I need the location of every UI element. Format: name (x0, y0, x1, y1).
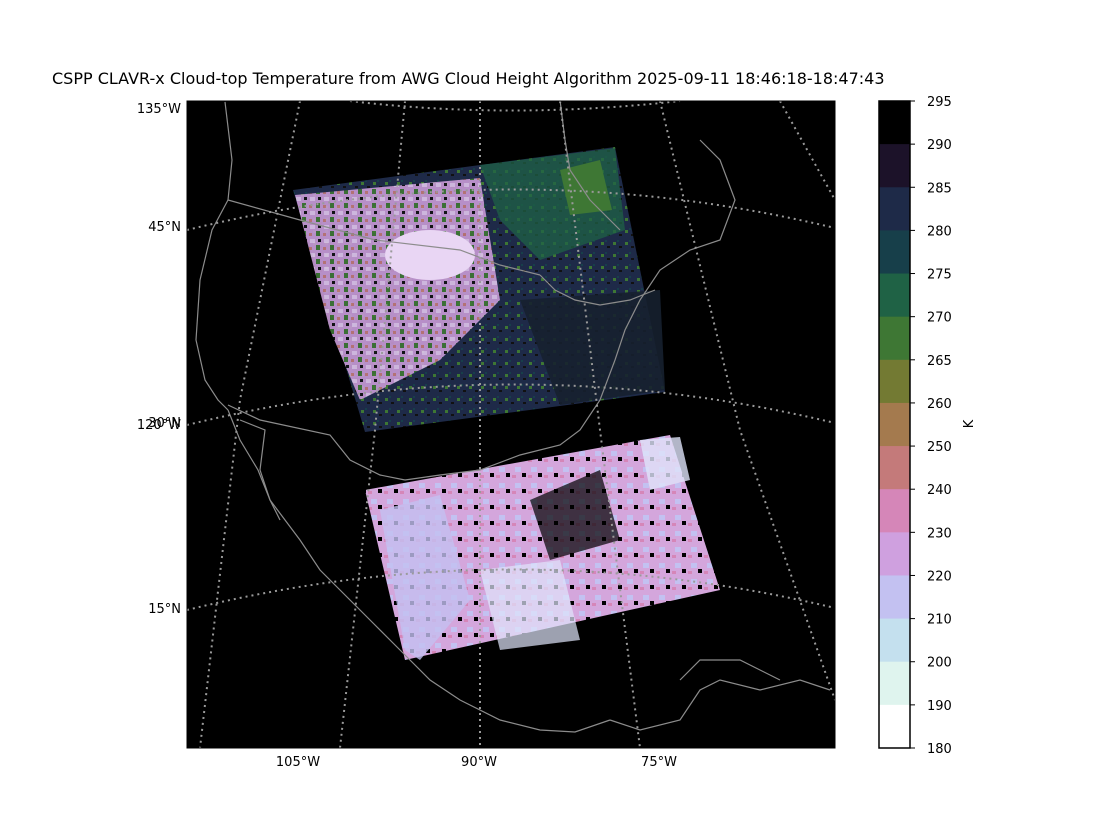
colorbar-tick-label: 260 (927, 397, 952, 412)
lon-label: 90°W (461, 755, 497, 770)
colorbar-swatch (879, 144, 910, 188)
colorbar-tick-label: 230 (927, 526, 952, 541)
colorbar-swatch (879, 704, 910, 749)
colorbar-tick-label: 265 (927, 354, 952, 369)
colorbar-swatch (879, 230, 910, 275)
colorbar-tick-label: 295 (927, 95, 952, 110)
colorbar-tick-label: 250 (927, 440, 952, 455)
colorbar-tick-label: 200 (927, 656, 952, 671)
colorbar-swatch (879, 402, 910, 447)
colorbar-tick-label: 275 (927, 268, 952, 283)
colorbar-unit-label: K (962, 419, 977, 428)
map-panel (187, 101, 835, 748)
lat-label: 45°N (148, 220, 181, 235)
graticule (187, 101, 835, 748)
colorbar-tick-label: 210 (927, 613, 952, 628)
colorbar-tick-label: 285 (927, 181, 952, 196)
colorbar-tick-label: 270 (927, 311, 952, 326)
colorbar-swatch (879, 187, 910, 231)
map-title: CSPP CLAVR-x Cloud-top Temperature from … (52, 69, 885, 88)
colorbar-swatch (879, 101, 910, 145)
south-swath (365, 435, 720, 660)
lat-label: 135°W (137, 102, 181, 117)
colorbar-swatch (879, 446, 910, 490)
lon-label: 75°W (641, 755, 677, 770)
colorbar-swatch (879, 618, 910, 663)
colorbar-tick-label: 280 (927, 224, 952, 239)
colorbar-tick-label: 220 (927, 569, 952, 584)
colorbar-swatch (879, 489, 910, 533)
lat-label: 120°W (137, 418, 181, 433)
lat-label: 30°N (148, 416, 181, 431)
colorbar-swatch (879, 575, 910, 620)
colorbar-tick-label: 190 (927, 699, 952, 714)
colorbar-swatch (879, 273, 910, 318)
colorbar: 295 290 285 280 275 270 265 260 250 240 230 220 210 2… (878, 95, 952, 757)
lat-label: 15°N (148, 602, 181, 617)
colorbar-tick-label: 290 (927, 138, 952, 153)
colorbar-swatch (879, 316, 910, 361)
colorbar-tick-label: 240 (927, 483, 952, 498)
colorbar-tick-label: 180 (927, 742, 952, 757)
colorbar-swatch (879, 359, 910, 404)
north-swath (293, 147, 665, 432)
map-frame (186, 100, 836, 749)
lon-label: 105°W (276, 755, 320, 770)
colorbar-swatch (879, 532, 910, 576)
colorbar-swatch (879, 661, 910, 706)
colorbar-frame (878, 100, 911, 749)
